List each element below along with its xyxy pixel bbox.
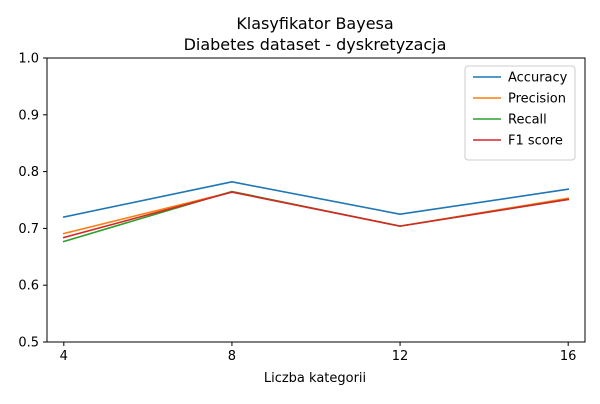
x-axis-label: Liczba kategorii: [264, 371, 366, 386]
y-tick-label: 0.7: [18, 222, 39, 237]
legend-label-f1-score: F1 score: [508, 134, 563, 149]
series-line-f1-score: [62, 191, 570, 239]
y-tick-label: 0.6: [18, 279, 39, 294]
x-tick-label: 8: [228, 349, 236, 364]
y-tick-label: 0.5: [18, 336, 39, 351]
x-tick-label: 16: [560, 349, 577, 364]
y-tick-label: 0.9: [18, 108, 39, 123]
x-tick-label: 12: [392, 349, 409, 364]
chart-subtitle: Diabetes dataset - dyskretyzacja: [184, 35, 447, 54]
legend-label-recall: Recall: [508, 113, 547, 128]
y-tick-label: 1.0: [18, 52, 39, 67]
legend-box: [464, 65, 576, 161]
chart-title: Klasyfikator Bayesa: [236, 14, 393, 33]
axes-frame: [46, 57, 586, 343]
plot-area: 0.5 0.6 0.7 0.8 0.9 1.0 4 8 12 16: [18, 52, 586, 364]
x-tick-label: 4: [60, 349, 68, 364]
legend-label-precision: Precision: [508, 92, 566, 107]
series-line-accuracy: [62, 181, 570, 218]
y-tick-label: 0.8: [18, 165, 39, 180]
legend: Accuracy Precision Recall F1 score: [464, 65, 576, 161]
legend-label-accuracy: Accuracy: [508, 71, 568, 86]
